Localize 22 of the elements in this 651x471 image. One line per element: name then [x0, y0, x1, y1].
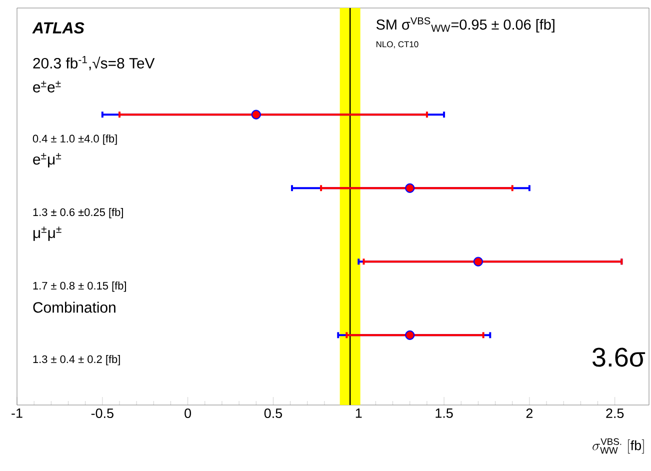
x-tick-label: -0.5 [91, 408, 114, 418]
x-tick-label: 2 [526, 408, 533, 418]
annotation: 1.3 ± 0.4 ± 0.2 [fb] [33, 355, 120, 366]
x-tick-label: 2.5 [606, 408, 624, 418]
annotation: 20.3 fb$^{-1}$,√s=8 TeV [33, 56, 155, 70]
y-tick-label: e$^{±}$e$^{±}$ [33, 80, 61, 92]
annotation: 1.7 ± 0.8 ± 0.15 [fb] [33, 282, 126, 292]
y-tick-label: Combination [33, 302, 116, 313]
x-tick-label: -1 [12, 408, 22, 418]
x-tick-label: 0 [184, 408, 192, 418]
annotation: ATLAS [32, 22, 84, 34]
annotation: NLO, CT10 [376, 41, 418, 48]
y-tick-label: μ$^{±}$μ$^{±}$ [33, 226, 62, 241]
x-tick-label: 1.5 [436, 408, 453, 418]
annotation: 1.3 ± 0.6 ±0.25 [fb] [33, 208, 123, 218]
y-tick-label: e$^{±}$μ$^{±}$ [33, 153, 62, 168]
annotation: 3.6σ [592, 348, 646, 367]
ref-line-label: SM σ$^{VBS}$$_{WW}$=0.95 ± 0.06 [fb] [376, 17, 554, 33]
x-tick-label: 1 [356, 408, 362, 418]
annotation: 0.4 ± 1.0 ±4.0 [fb] [32, 134, 117, 145]
x-axis-title: $\sigma^{\mathrm{VBS.}}_{\mathrm{WW}}\;\mathrm{[fb]}$ [592, 438, 644, 454]
x-tick-label: 0.5 [264, 408, 282, 418]
